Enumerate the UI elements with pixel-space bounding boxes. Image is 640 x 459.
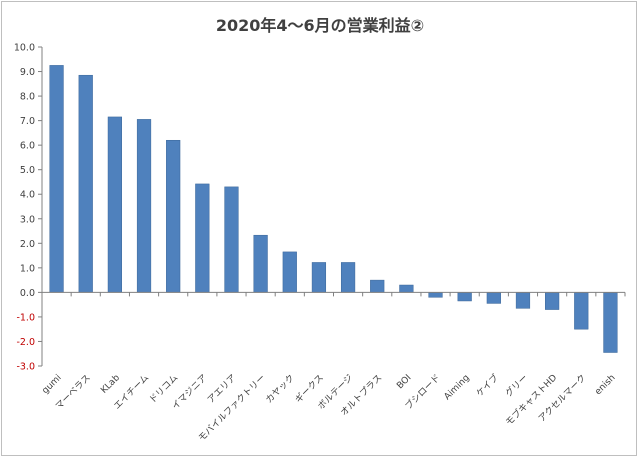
x-tick-label: enish <box>593 373 617 397</box>
y-tick-label: -1.0 <box>16 312 35 323</box>
bar <box>515 292 531 309</box>
chart-title: 2020年4〜6月の営業利益② <box>215 16 425 35</box>
y-tick-label: 0.0 <box>20 288 35 299</box>
bar <box>457 292 472 302</box>
bar <box>428 292 443 298</box>
bar <box>136 119 152 293</box>
bar <box>107 116 122 293</box>
x-tick-label: ケイブ <box>473 372 500 399</box>
x-tick-label: カヤック <box>264 372 297 405</box>
bar <box>166 139 181 293</box>
x-tick-label: モブキャストHD <box>503 372 559 428</box>
y-tick-label: 9.0 <box>20 67 35 78</box>
y-tick-label: 4.0 <box>20 190 35 201</box>
y-tick-label: 8.0 <box>20 92 35 103</box>
x-tick-label: gumi <box>41 373 64 396</box>
y-tick-label: 3.0 <box>20 214 35 225</box>
x-tick-label: グリー <box>503 372 531 400</box>
y-tick-label: 7.0 <box>20 116 35 127</box>
bar <box>340 262 356 293</box>
bar <box>282 251 297 293</box>
bar <box>49 65 64 293</box>
x-tick-label: Aiming <box>443 373 472 402</box>
bar <box>311 262 327 293</box>
bar <box>224 186 239 293</box>
bar <box>253 234 268 293</box>
y-tick-label: 5.0 <box>20 165 35 176</box>
bar <box>486 292 501 304</box>
bar <box>399 284 414 293</box>
bar <box>574 292 589 330</box>
x-tick-label: BOI <box>395 373 413 391</box>
y-tick-label: 1.0 <box>20 263 35 274</box>
bar <box>78 74 93 293</box>
bar <box>370 279 385 293</box>
y-tick-label: 6.0 <box>20 141 35 152</box>
x-tick-label: KLab <box>99 373 122 396</box>
bar <box>195 183 210 293</box>
bar <box>545 292 560 310</box>
y-tick-label: -3.0 <box>16 362 35 373</box>
y-tick-label: -2.0 <box>16 337 35 348</box>
y-tick-label: 10.0 <box>14 43 35 54</box>
y-tick-label: 2.0 <box>20 239 35 250</box>
bar <box>603 292 618 353</box>
